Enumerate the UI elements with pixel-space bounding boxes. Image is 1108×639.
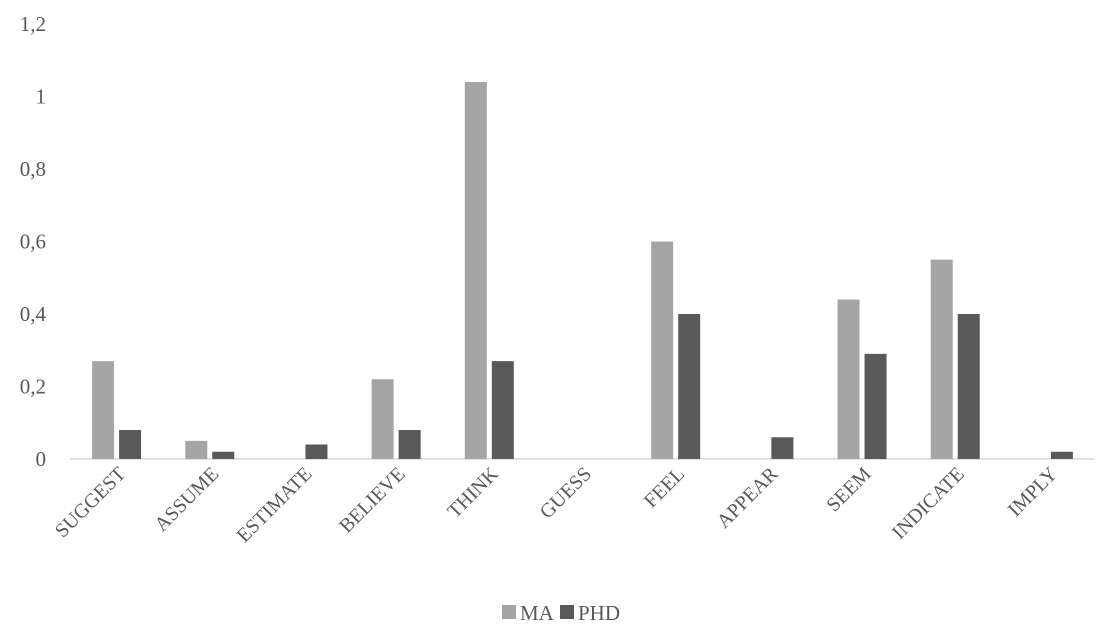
bar-ma-seem <box>837 299 860 459</box>
bar-ma-think <box>464 82 487 459</box>
legend-swatch-phd <box>560 605 574 619</box>
y-tick-label: 0,6 <box>20 230 46 254</box>
bar-phd-estimate <box>305 444 328 459</box>
x-tick-label: BELIEVE <box>335 463 409 537</box>
bar-phd-seem <box>864 353 887 459</box>
x-tick-label: SEEM <box>822 463 875 516</box>
y-tick-label: 0,4 <box>20 302 47 326</box>
bar-phd-appear <box>771 437 794 459</box>
y-axis-ticks: 0 0,2 0,4 0,6 0,8 1 1,2 <box>20 12 47 471</box>
x-tick-label: APPEAR <box>713 463 783 533</box>
bar-ma-believe <box>371 379 394 459</box>
y-tick-label: 0 <box>36 447 47 471</box>
legend-label-ma: MA <box>520 601 555 625</box>
bar-ma-feel <box>651 241 674 459</box>
legend: MA PHD <box>502 601 620 625</box>
bar-phd-believe <box>398 430 421 459</box>
x-tick-label: GUESS <box>536 463 596 523</box>
x-tick-label: ASSUME <box>150 463 223 536</box>
bar-ma-suggest <box>92 361 115 459</box>
bar-ma-indicate <box>930 259 953 459</box>
bar-phd-indicate <box>957 314 980 459</box>
x-tick-label: SUGGEST <box>51 463 130 542</box>
x-tick-label: IMPLY <box>1004 463 1062 521</box>
y-tick-label: 1,2 <box>20 12 46 36</box>
legend-swatch-ma <box>502 605 516 619</box>
bar-phd-feel <box>678 314 701 459</box>
x-axis-ticks: SUGGEST ASSUME ESTIMATE BELIEVE THINK GUESS FE… <box>51 463 1062 547</box>
x-tick-label: INDICATE <box>888 463 969 544</box>
bars <box>92 82 1073 459</box>
x-tick-label: THINK <box>443 463 503 523</box>
y-tick-label: 1 <box>36 85 47 109</box>
x-tick-label: FEEL <box>640 463 689 512</box>
bar-phd-imply <box>1050 451 1073 459</box>
legend-label-phd: PHD <box>578 601 620 625</box>
y-tick-label: 0,2 <box>20 375 46 399</box>
bar-phd-think <box>491 361 514 459</box>
y-tick-label: 0,8 <box>20 157 46 181</box>
bar-phd-suggest <box>119 430 142 459</box>
x-tick-label: ESTIMATE <box>233 463 317 547</box>
bar-ma-assume <box>185 440 208 459</box>
bar-phd-assume <box>212 451 235 459</box>
